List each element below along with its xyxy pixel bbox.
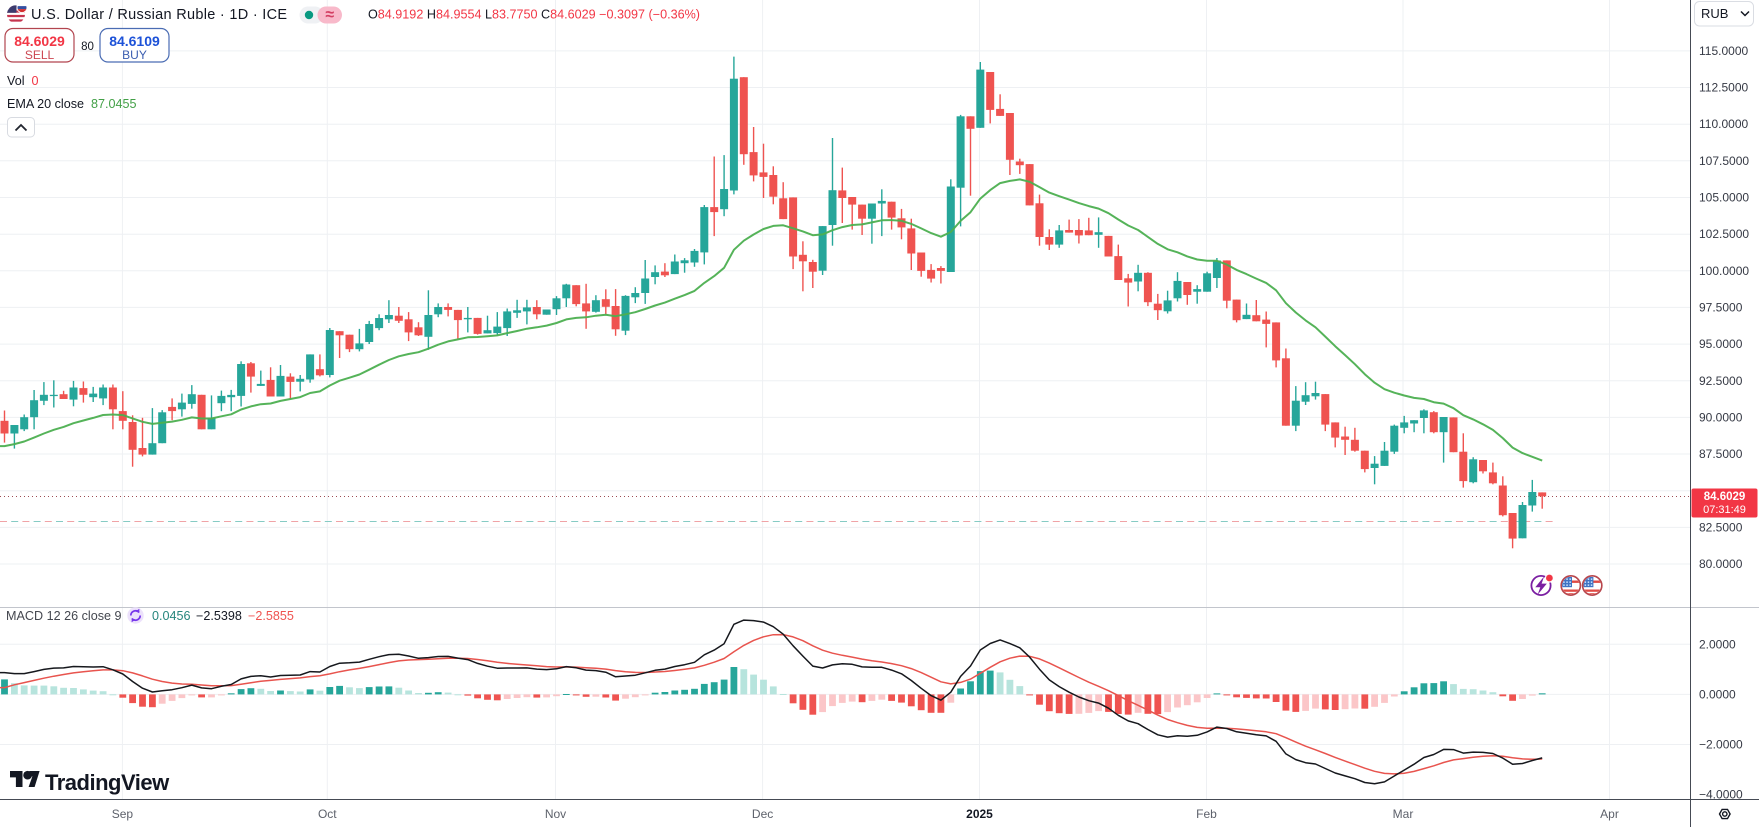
svg-text:BUY: BUY [122, 48, 147, 62]
svg-text:≈: ≈ [325, 7, 334, 24]
svg-text:TradingView: TradingView [45, 770, 170, 795]
svg-text:102.5000: 102.5000 [1699, 227, 1749, 241]
svg-text:O84.9192 H84.9554 L83.7750 C84: O84.9192 H84.9554 L83.7750 C84.6029 −0.3… [368, 8, 700, 22]
svg-text:80: 80 [81, 41, 94, 53]
svg-text:07:31:49: 07:31:49 [1703, 504, 1746, 516]
svg-text:84.6029: 84.6029 [1704, 491, 1746, 503]
svg-text:RUB: RUB [1701, 6, 1728, 21]
svg-text:82.5000: 82.5000 [1699, 520, 1743, 534]
svg-text:110.0000: 110.0000 [1699, 117, 1748, 131]
svg-text:U.S. Dollar / Russian Ruble ·: U.S. Dollar / Russian Ruble · 1D · ICE [31, 7, 287, 23]
svg-text:SELL: SELL [25, 48, 55, 62]
svg-text:105.0000: 105.0000 [1699, 191, 1749, 205]
svg-text:80.0000: 80.0000 [1699, 557, 1743, 571]
svg-text:−2.0000: −2.0000 [1699, 738, 1743, 752]
svg-text:0.0000: 0.0000 [1699, 687, 1736, 701]
svg-text:100.0000: 100.0000 [1699, 264, 1749, 278]
svg-text:87.5000: 87.5000 [1699, 447, 1743, 461]
svg-text:MACD 12 26 close 9: MACD 12 26 close 9 [6, 609, 122, 623]
svg-text:−2.5398: −2.5398 [196, 609, 242, 623]
svg-text:84.6109: 84.6109 [109, 33, 160, 49]
svg-text:Nov: Nov [545, 807, 566, 821]
svg-text:112.5000: 112.5000 [1699, 81, 1748, 95]
svg-text:97.5000: 97.5000 [1699, 300, 1743, 314]
svg-text:2025: 2025 [966, 807, 993, 821]
svg-text:Oct: Oct [318, 807, 337, 821]
svg-text:107.5000: 107.5000 [1699, 154, 1749, 168]
svg-text:2.0000: 2.0000 [1699, 637, 1736, 651]
svg-text:Apr: Apr [1600, 807, 1619, 821]
svg-text:115.0000: 115.0000 [1699, 44, 1748, 58]
svg-text:0.0456: 0.0456 [152, 609, 191, 623]
svg-text:Sep: Sep [112, 807, 134, 821]
svg-text:95.0000: 95.0000 [1699, 337, 1743, 351]
svg-text:90.0000: 90.0000 [1699, 410, 1743, 424]
svg-text:−4.0000: −4.0000 [1699, 788, 1743, 802]
svg-text:Feb: Feb [1196, 807, 1217, 821]
svg-text:Dec: Dec [752, 807, 773, 821]
svg-text:−2.5855: −2.5855 [248, 609, 294, 623]
svg-text:92.5000: 92.5000 [1699, 374, 1743, 388]
svg-text:84.6029: 84.6029 [14, 33, 65, 49]
svg-text:Mar: Mar [1393, 807, 1414, 821]
